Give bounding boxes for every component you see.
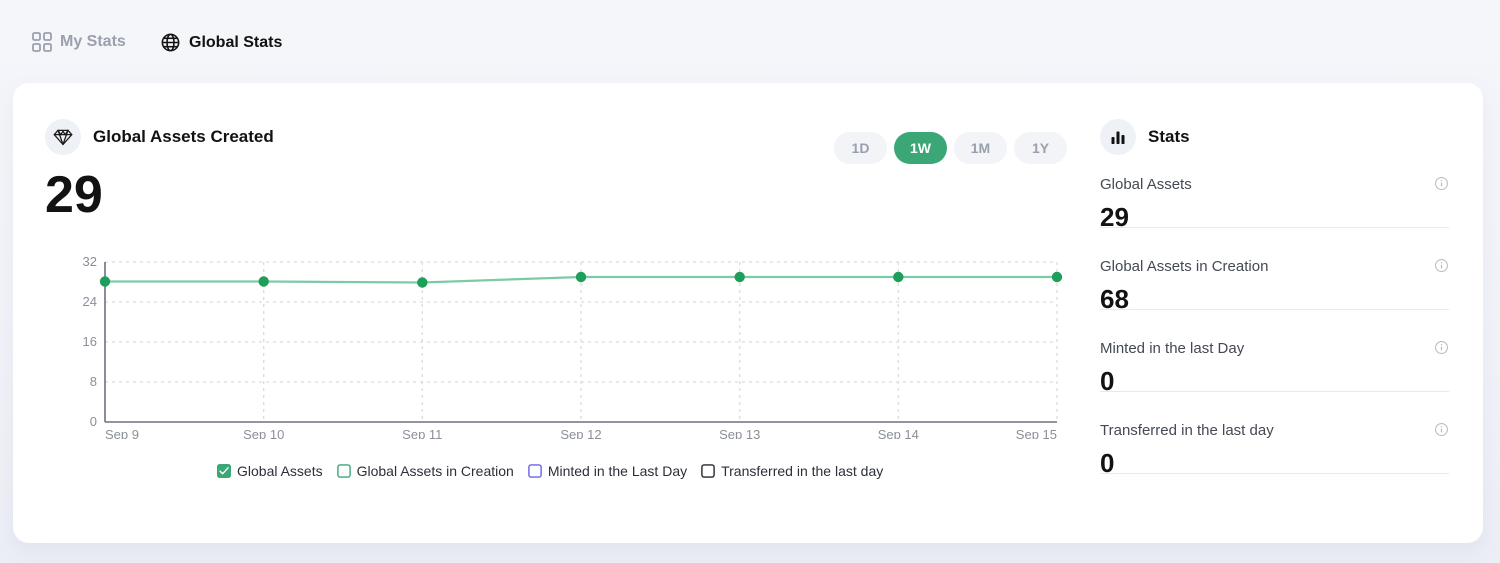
svg-text:Sep 13: Sep 13 — [719, 427, 760, 439]
svg-text:Sep 15: Sep 15 — [1016, 427, 1057, 439]
svg-text:24: 24 — [83, 294, 97, 309]
svg-text:8: 8 — [90, 374, 97, 389]
svg-text:Sep 9: Sep 9 — [105, 427, 139, 439]
svg-text:32: 32 — [83, 254, 97, 269]
svg-text:Sep 12: Sep 12 — [560, 427, 601, 439]
svg-text:16: 16 — [83, 334, 97, 349]
svg-text:Sep 14: Sep 14 — [878, 427, 919, 439]
svg-text:Sep 10: Sep 10 — [243, 427, 284, 439]
svg-text:Sep 11: Sep 11 — [402, 427, 442, 439]
svg-text:0: 0 — [90, 414, 97, 429]
